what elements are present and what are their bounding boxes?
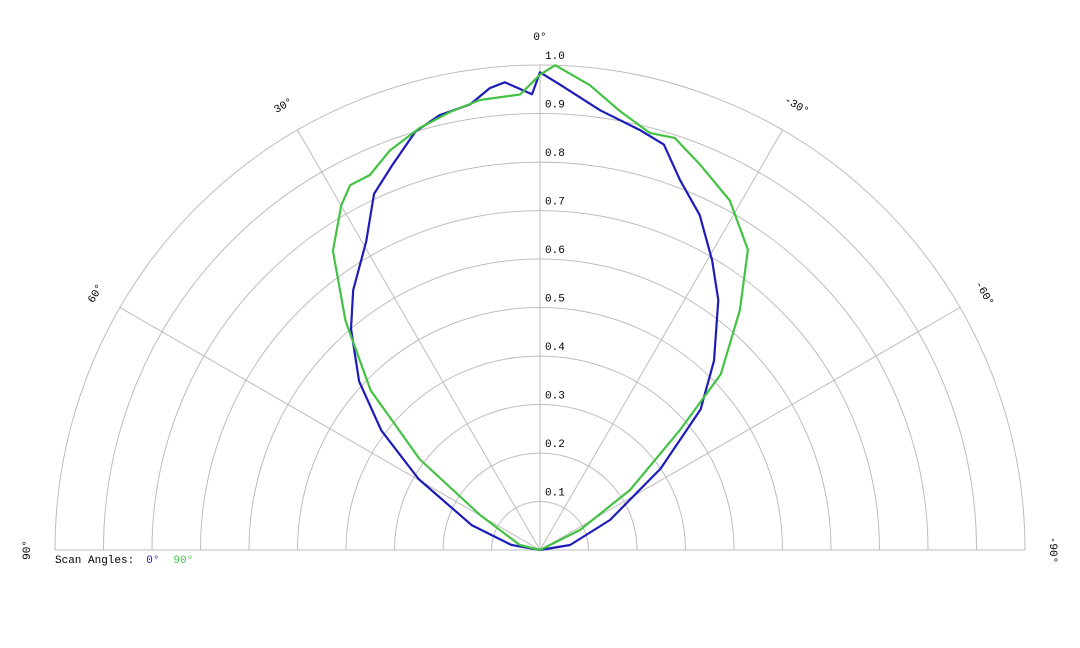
r-tick-label: 0.6 <box>545 245 565 257</box>
theta-tick-label: -30° <box>782 95 811 119</box>
r-tick-label: 0.9 <box>545 99 565 111</box>
series-line <box>349 71 720 552</box>
r-tick-label: 0.1 <box>545 487 565 499</box>
theta-tick-label: -90° <box>1046 537 1058 563</box>
grid-spoke <box>539 129 783 551</box>
legend-entry: 0° <box>146 555 159 567</box>
r-tick-label: 0.2 <box>545 439 565 451</box>
theta-tick-label: 0° <box>533 32 546 44</box>
theta-tick-label: 30° <box>272 96 295 116</box>
grid-spoke <box>297 129 541 551</box>
theta-tick-label: 60° <box>86 282 106 305</box>
r-tick-label: 0.7 <box>545 196 565 208</box>
theta-tick-label: 90° <box>22 540 34 560</box>
r-tick-label: 0.8 <box>545 148 565 160</box>
r-tick-label: 0.3 <box>545 390 565 402</box>
grid-spoke <box>539 307 961 551</box>
grid-spoke <box>119 307 541 551</box>
r-tick-label: 1.0 <box>545 51 565 63</box>
r-tick-label: 0.5 <box>545 293 565 305</box>
r-tick-label: 0.4 <box>545 342 565 354</box>
legend-title: Scan Angles: <box>55 555 134 567</box>
series-line <box>331 64 749 552</box>
legend-entry: 90° <box>173 555 193 567</box>
theta-tick-label: -60° <box>972 280 996 309</box>
